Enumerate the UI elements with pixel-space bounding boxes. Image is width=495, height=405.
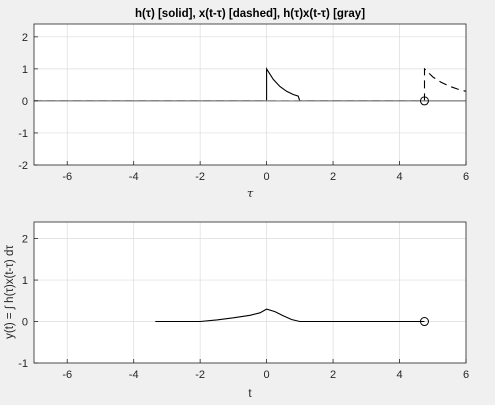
top-y-tick-label: 1 [22, 64, 28, 76]
top-x-tick-label: 0 [264, 171, 270, 183]
bottom-x-tick-label: 0 [264, 369, 270, 381]
bottom-plot-area [34, 222, 466, 363]
top-x-tick-label: 6 [463, 171, 469, 183]
top-series-dashed-line [34, 67, 467, 102]
top-axes-box [33, 23, 467, 166]
bottom-series-solid-line [155, 308, 425, 323]
bottom-x-tick-label: -6 [62, 369, 72, 381]
top-y-tick-label: -1 [18, 128, 28, 140]
top-series-solid-line [34, 67, 466, 102]
bottom-x-tick-label: -4 [129, 369, 139, 381]
top-axes: -6 -4 -2 0 2 4 6 -2 -1 0 1 2 h(τ) [solid], x(t-τ) [… [18, 8, 469, 200]
top-x-tick-label: -4 [129, 171, 139, 183]
top-x-axis-label: τ [247, 186, 254, 200]
bottom-y-tick-label: -1 [18, 358, 28, 370]
top-plot-area [34, 24, 466, 165]
top-marker-circle [419, 96, 429, 106]
bottom-x-axis-label: t [248, 388, 252, 400]
bottom-y-tick-label: 0 [22, 317, 28, 329]
top-y-tick-label: 0 [22, 96, 28, 108]
bottom-x-tick-label: 2 [330, 369, 336, 381]
bottom-x-tick-label: 4 [396, 369, 402, 381]
top-x-tick-label: 2 [330, 171, 336, 183]
bottom-axes: -6 -4 -2 0 2 4 6 -1 0 1 2 t y(t) = ∫ h(τ)x(t-τ) dτ [4, 221, 469, 400]
top-y-tick-label: -2 [18, 160, 28, 172]
top-y-tick-label: 2 [22, 32, 28, 44]
top-chart-title: h(τ) [solid], x(t-τ) [dashed], h(τ)x(t-τ… [135, 8, 365, 20]
bottom-x-tick-label: 6 [463, 369, 469, 381]
bottom-y-axis-label: y(t) = ∫ h(τ)x(t-τ) dτ [4, 245, 16, 339]
bottom-y-tick-label: 1 [22, 275, 28, 287]
bottom-axes-box [33, 221, 467, 364]
bottom-marker-circle [419, 317, 429, 327]
top-x-tick-label: -2 [195, 171, 205, 183]
top-x-tick-label: -6 [62, 171, 72, 183]
bottom-x-tick-label: -2 [195, 369, 205, 381]
bottom-y-tick-label: 2 [22, 234, 28, 246]
top-x-tick-label: 4 [396, 171, 402, 183]
